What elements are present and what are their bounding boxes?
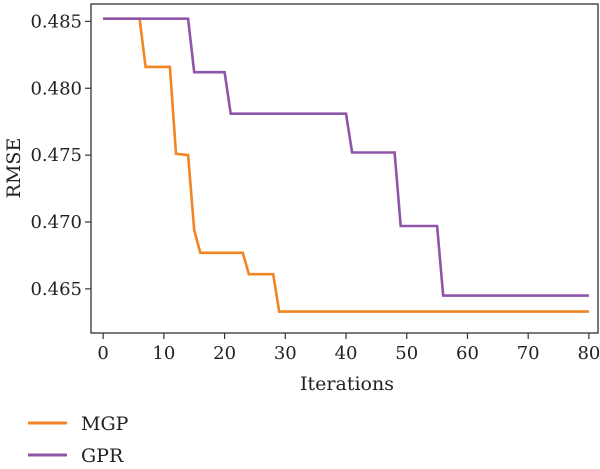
x-tick-label: 70 bbox=[517, 343, 540, 364]
y-axis: 0.465 0.470 0.475 0.480 0.485 bbox=[30, 11, 91, 300]
x-tick-label: 10 bbox=[152, 343, 175, 364]
series-line-gpr bbox=[103, 17, 589, 297]
x-tick-label: 50 bbox=[395, 343, 418, 364]
x-tick-label: 20 bbox=[213, 343, 236, 364]
x-axis-label: Iterations bbox=[300, 373, 394, 395]
x-tick-label: 30 bbox=[274, 343, 297, 364]
y-tick-label: 0.485 bbox=[30, 11, 82, 32]
legend-label-mgp: MGP bbox=[81, 413, 129, 435]
y-tick-label: 0.475 bbox=[30, 145, 82, 166]
x-tick-label: 40 bbox=[335, 343, 358, 364]
x-tick-label: 80 bbox=[577, 343, 600, 364]
plot-frame bbox=[90, 3, 599, 334]
legend: MGP GPR bbox=[28, 413, 129, 467]
y-axis-label: RMSE bbox=[3, 138, 25, 199]
y-tick-label: 0.470 bbox=[30, 212, 82, 233]
y-tick-label: 0.480 bbox=[30, 78, 82, 99]
x-tick-label: 0 bbox=[97, 343, 108, 364]
plot-area bbox=[103, 17, 589, 313]
legend-label-gpr: GPR bbox=[81, 445, 124, 467]
x-axis: 0 10 20 30 40 50 60 70 80 bbox=[97, 333, 600, 364]
x-tick-label: 60 bbox=[456, 343, 479, 364]
series-line-mgp bbox=[103, 17, 589, 313]
y-tick-label: 0.465 bbox=[30, 279, 82, 300]
